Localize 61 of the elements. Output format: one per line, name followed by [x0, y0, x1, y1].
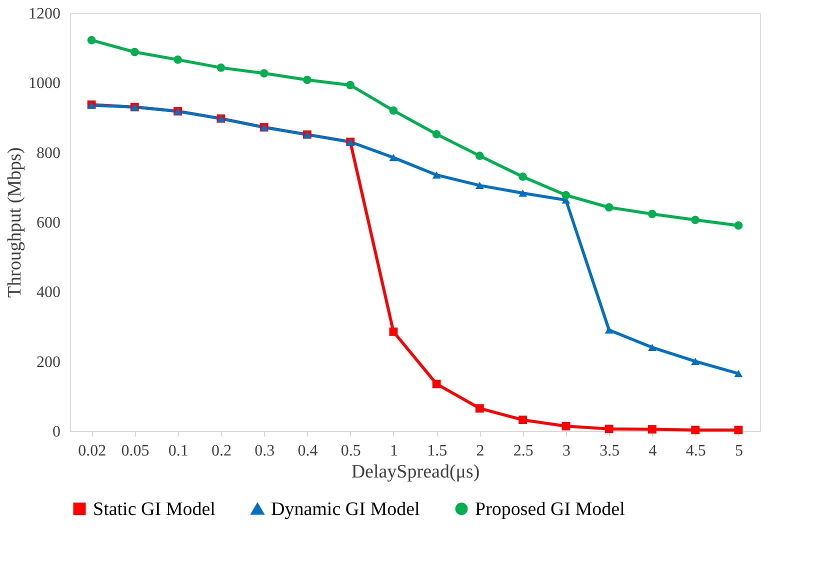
point: [174, 56, 182, 64]
x-tick-label: 1: [390, 442, 398, 460]
point: [518, 172, 527, 181]
point: [432, 130, 441, 138]
x-tick-label: 0.5: [340, 442, 361, 460]
point: [734, 426, 743, 434]
point: [389, 328, 398, 336]
legend-label: Static GI Model: [93, 498, 216, 520]
point: [604, 203, 614, 212]
legend-label: Proposed GI Model: [475, 498, 625, 520]
point: [734, 370, 743, 378]
x-tick-label: 0.3: [254, 442, 275, 460]
y-tick-label: 1000: [28, 75, 60, 92]
legend-label: Dynamic GI Model: [271, 499, 420, 520]
x-tick-label: 3: [562, 442, 570, 460]
point: [389, 106, 398, 115]
x-tick-label: 5: [734, 442, 743, 460]
x-tick-label: 3.5: [600, 442, 620, 460]
point: [604, 326, 614, 334]
point: [604, 424, 614, 434]
point: [303, 76, 312, 84]
x-axis-title: DelaySpread(μs): [351, 462, 480, 482]
x-tick-label: 0.02: [78, 442, 106, 460]
point: [518, 416, 527, 424]
point: [518, 189, 527, 197]
point: [648, 344, 656, 352]
point: [87, 36, 96, 44]
point: [260, 69, 268, 78]
x-tick-label: 1.5: [427, 442, 448, 460]
y-tick-label: 400: [36, 284, 60, 302]
point: [476, 152, 484, 160]
point: [346, 80, 354, 90]
x-tick-label: 2: [476, 442, 484, 460]
y-axis-title: Throughput (Mbps): [4, 147, 26, 298]
point: [734, 221, 743, 230]
point: [476, 182, 484, 190]
x-tick-label: 0.2: [211, 442, 232, 460]
x-tick-label: 4: [648, 442, 657, 460]
x-tick-label: 0.4: [298, 442, 318, 460]
point: [432, 380, 441, 388]
y-tick-label: 0: [52, 424, 60, 440]
x-tick-label: 0.05: [121, 442, 150, 460]
y-tick-label: 800: [36, 144, 60, 162]
point: [562, 191, 570, 200]
point: [130, 48, 139, 56]
point: [691, 358, 700, 365]
point: [476, 404, 484, 413]
point: [648, 210, 656, 218]
point: [648, 425, 656, 434]
point: [691, 216, 700, 224]
point: [432, 171, 441, 179]
point: [691, 426, 700, 434]
point: [389, 154, 398, 162]
y-tick-label: 600: [36, 214, 60, 232]
x-tick-label: 2.5: [513, 442, 534, 460]
point: [216, 64, 226, 72]
y-tick-label: 200: [36, 354, 60, 371]
point: [562, 422, 570, 430]
y-tick-label: 1200: [28, 6, 60, 22]
x-tick-label: 0.1: [168, 442, 188, 460]
x-tick-label: 4.5: [686, 442, 706, 460]
